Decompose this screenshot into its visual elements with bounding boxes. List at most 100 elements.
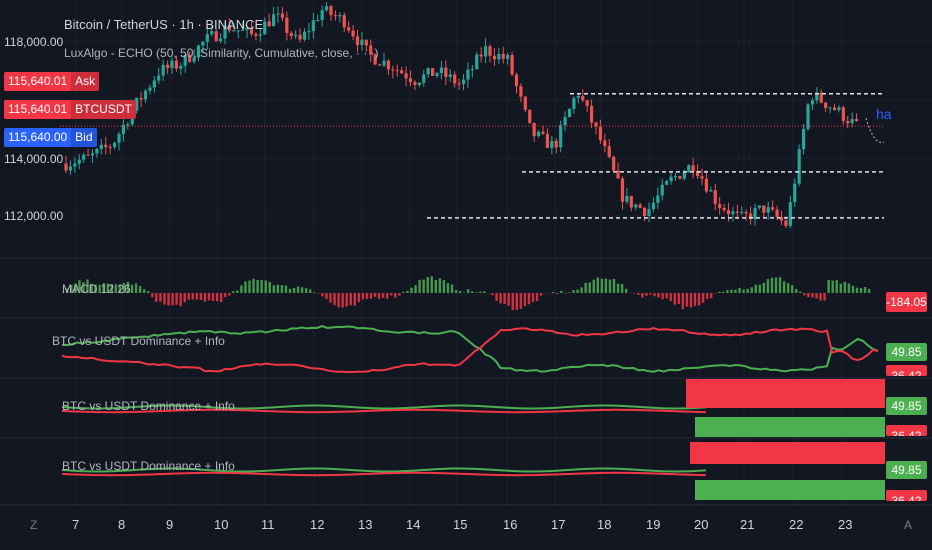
- candle-body: [276, 13, 280, 15]
- macd-bar: [718, 291, 721, 293]
- candle-body: [232, 30, 236, 32]
- candle-body: [810, 100, 815, 105]
- macd-bar: [207, 293, 211, 301]
- dominance-pane-3-title[interactable]: BTC vs USDT Dominance + Info: [62, 459, 235, 473]
- bid-price-value: 115,640.00: [8, 130, 68, 144]
- candle-body: [170, 60, 174, 69]
- last-price-name: BTCUSDT: [71, 100, 136, 119]
- candle-body: [73, 163, 77, 167]
- macd-bar: [305, 288, 308, 293]
- candle-body: [536, 131, 541, 137]
- macd-bar: [232, 291, 235, 293]
- macd-bar: [754, 284, 757, 293]
- dominance-1-btc-tag: 49.85: [886, 343, 927, 361]
- candle-body: [585, 100, 589, 107]
- candle-body: [779, 216, 784, 221]
- macd-bar: [446, 283, 450, 293]
- candle-body: [360, 39, 364, 46]
- macd-bar: [552, 292, 555, 293]
- macd-bar: [584, 282, 587, 293]
- candle-body: [775, 209, 779, 217]
- candle-body: [263, 21, 267, 35]
- candle-body: [430, 68, 435, 76]
- macd-bar: [766, 279, 770, 293]
- macd-bar: [612, 279, 616, 293]
- x-tick-label: 22: [789, 517, 804, 532]
- macd-bar: [471, 291, 474, 293]
- macd-bar: [450, 284, 454, 293]
- candle-body: [112, 142, 117, 148]
- macd-bar: [572, 290, 575, 293]
- macd-bar: [827, 279, 830, 293]
- candle-body: [713, 190, 717, 205]
- candle-body: [709, 190, 713, 192]
- candle-body: [691, 165, 695, 171]
- dominance-3-btc-tag: 49.85: [886, 461, 927, 479]
- candle-body: [793, 183, 797, 203]
- macd-bar: [341, 293, 344, 308]
- macd-bar: [689, 293, 693, 308]
- macd-bar: [596, 277, 599, 293]
- bid-price-label: 115,640.00 Bid: [4, 128, 97, 147]
- bid-price-name: Bid: [71, 128, 97, 147]
- candle-body: [183, 54, 187, 66]
- auto-scale-button[interactable]: A: [904, 518, 913, 532]
- candle-body: [143, 90, 148, 100]
- candle-body: [828, 107, 832, 109]
- macd-bar: [511, 293, 514, 311]
- candle-body: [174, 60, 179, 69]
- macd-bar: [831, 280, 834, 293]
- macd-bar: [74, 283, 77, 293]
- candle-body: [64, 163, 68, 171]
- dominance-pane-2-title[interactable]: BTC vs USDT Dominance + Info: [62, 399, 235, 413]
- candle-body: [819, 92, 823, 103]
- candle-body: [850, 119, 854, 124]
- ask-price-value: 115,640.01: [8, 74, 68, 88]
- macd-bar: [78, 280, 81, 293]
- macd-bar: [167, 293, 170, 306]
- candle-body: [249, 27, 254, 35]
- candle-body: [576, 96, 580, 99]
- candle-body: [718, 204, 722, 208]
- macd-pane-title[interactable]: MACD 12 26: [62, 282, 131, 296]
- macd-bar: [276, 284, 280, 293]
- symbol-title[interactable]: Bitcoin / TetherUS · 1h · BINANCE: [64, 17, 264, 32]
- macd-bar: [863, 287, 867, 293]
- candle-body: [757, 205, 762, 208]
- candle-body: [470, 68, 474, 70]
- macd-bar: [272, 285, 275, 293]
- candle-body: [258, 34, 262, 36]
- macd-bar: [867, 288, 871, 293]
- indicator-title[interactable]: LuxAlgo - ECHO (50, 50, Similarity, Cumu…: [64, 46, 379, 60]
- candle-body: [678, 176, 682, 179]
- macd-bar: [495, 293, 498, 301]
- macd-bar: [337, 293, 340, 308]
- macd-bar: [191, 293, 194, 300]
- candle-body: [139, 97, 143, 100]
- candle-body: [254, 34, 258, 36]
- candle-body: [492, 55, 497, 60]
- candle-body: [241, 29, 245, 31]
- candle-body: [665, 181, 669, 185]
- macd-bar: [685, 293, 689, 307]
- x-tick-label: 23: [838, 517, 853, 532]
- candle-body: [642, 207, 647, 216]
- macd-bar: [345, 293, 348, 307]
- candle-body: [669, 176, 673, 182]
- macd-bar: [402, 291, 405, 293]
- y-tick-114000: 114,000.00: [4, 152, 64, 166]
- x-tick-label: 13: [358, 517, 373, 532]
- timezone-corner[interactable]: Z: [30, 518, 38, 532]
- dominance-pane-1-title[interactable]: BTC vs USDT Dominance + Info: [52, 334, 225, 348]
- macd-bar: [556, 293, 559, 294]
- candle-body: [161, 64, 165, 76]
- macd-bar: [738, 287, 741, 293]
- macd-bar: [268, 281, 271, 293]
- macd-bar: [835, 280, 838, 293]
- macd-bar: [637, 293, 640, 295]
- macd-bar: [130, 284, 134, 293]
- candle-body: [205, 34, 209, 42]
- candle-body: [784, 220, 788, 226]
- macd-bar: [608, 279, 612, 293]
